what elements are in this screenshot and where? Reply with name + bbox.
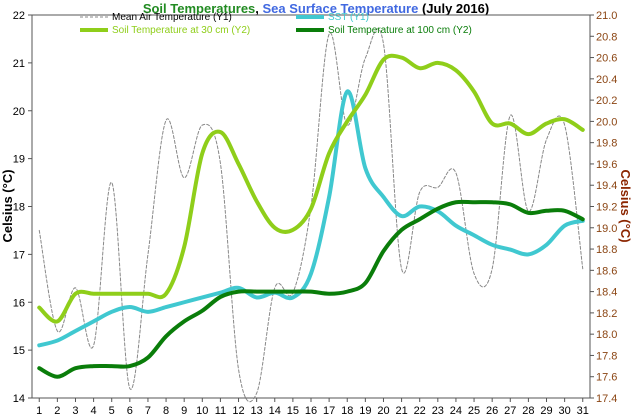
x-tick-label: 16 — [305, 405, 317, 417]
x-tick-label: 29 — [540, 405, 552, 417]
y-right-tick-label: 19.6 — [596, 159, 617, 171]
series-line-soil-temp-30cm — [37, 53, 585, 324]
y-right-tick-label: 18.2 — [596, 308, 617, 320]
x-tick-label: 6 — [127, 405, 133, 417]
x-tick-label: 19 — [359, 405, 371, 417]
y-right-tick-label: 19.0 — [596, 223, 617, 235]
x-tick-label: 4 — [91, 405, 97, 417]
x-tick-label: 3 — [72, 405, 78, 417]
title-part: Soil Temperatures — [143, 1, 255, 16]
y-right-tick-label: 20.0 — [596, 116, 617, 128]
y-left-tick-label: 17 — [13, 249, 25, 261]
y-right-tick-label: 19.4 — [596, 180, 617, 192]
series-line-mean-air-temperature — [38, 28, 584, 403]
x-axis: 1 2 3 4 5 6 7 8 9 10 11 12 13 14 15 16 17 18 19 20 21 22 23 24 2… — [36, 398, 589, 417]
y-right-tick-label: 21.0 — [596, 10, 617, 22]
legend: Mean Air Temperature (Y1) SST (Y1) Soil Te… — [80, 12, 472, 36]
x-tick-label: 7 — [145, 405, 151, 417]
x-tick-label: 20 — [377, 405, 389, 417]
y-right-tick-label: 18.8 — [596, 244, 617, 256]
chart-title: Soil Temperatures, Sea Surface Temperatu… — [143, 1, 489, 16]
title-part: Sea Surface Temperature — [263, 1, 419, 16]
title-part: (July 2016) — [418, 1, 489, 16]
x-tick-label: 25 — [468, 405, 480, 417]
y-right-tick-label: 18.0 — [596, 329, 617, 341]
y-right-tick-label: 17.8 — [596, 350, 617, 362]
right-axis: 17.4 17.6 17.8 18.0 18.2 18.4 18.6 18.8 19.0 19.2… — [590, 10, 617, 405]
x-tick-label: 17 — [323, 405, 335, 417]
x-tick-label: 21 — [395, 405, 407, 417]
x-tick-label: 24 — [450, 405, 462, 417]
x-tick-label: 22 — [414, 405, 426, 417]
y-right-tick-label: 20.8 — [596, 31, 617, 43]
y-axis-right-label: Celsius (°C) — [618, 169, 633, 242]
x-tick-label: 14 — [269, 405, 281, 417]
y-right-tick-label: 18.6 — [596, 265, 617, 277]
y-right-tick-label: 19.2 — [596, 202, 617, 214]
y-right-tick-label: 20.2 — [596, 95, 617, 107]
y-right-tick-label: 18.4 — [596, 287, 617, 299]
y-left-tick-label: 18 — [13, 202, 25, 214]
x-tick-label: 13 — [251, 405, 263, 417]
x-tick-label: 26 — [486, 405, 498, 417]
x-tick-label: 12 — [232, 405, 244, 417]
y-right-tick-label: 20.4 — [596, 74, 617, 86]
y-right-tick-label: 17.4 — [596, 393, 617, 405]
x-tick-label: 9 — [181, 405, 187, 417]
y-left-tick-label: 16 — [13, 297, 25, 309]
legend-label-soil-temp-100cm: Soil Temperature at 100 cm (Y2) — [328, 25, 472, 36]
y-right-tick-label: 20.6 — [596, 53, 617, 65]
x-tick-label: 10 — [196, 405, 208, 417]
y-left-tick-label: 21 — [13, 58, 25, 70]
x-tick-label: 1 — [36, 405, 42, 417]
y-left-tick-label: 14 — [13, 393, 25, 405]
legend-label-sst: SST (Y1) — [328, 12, 369, 23]
series-layer — [37, 28, 585, 403]
x-tick-label: 2 — [54, 405, 60, 417]
y-left-tick-label: 22 — [13, 10, 25, 22]
y-right-tick-label: 17.6 — [596, 372, 617, 384]
x-tick-label: 31 — [577, 405, 589, 417]
x-tick-label: 11 — [215, 405, 226, 417]
x-tick-label: 28 — [522, 405, 534, 417]
y-axis-left-label: Celsius (°C) — [0, 169, 15, 242]
legend-label-mean-air-temperature: Mean Air Temperature (Y1) — [112, 12, 232, 23]
y-left-tick-label: 15 — [13, 345, 25, 357]
y-left-tick-label: 20 — [13, 106, 25, 118]
x-tick-label: 18 — [341, 405, 353, 417]
title-part: , — [255, 1, 262, 16]
x-tick-label: 23 — [432, 405, 444, 417]
x-tick-label: 8 — [163, 405, 169, 417]
y-right-tick-label: 19.8 — [596, 138, 617, 150]
x-tick-label: 27 — [504, 405, 516, 417]
series-line-sst — [37, 89, 585, 348]
x-tick-label: 30 — [559, 405, 571, 417]
x-tick-label: 15 — [287, 405, 299, 417]
y-left-tick-label: 19 — [13, 154, 25, 166]
series-line-soil-temp-100cm — [37, 199, 585, 379]
left-axis: 14 15 16 17 18 19 20 21 22 — [13, 10, 32, 405]
legend-label-soil-temp-30cm: Soil Temperature at 30 cm (Y2) — [112, 25, 250, 36]
x-tick-label: 5 — [109, 405, 115, 417]
